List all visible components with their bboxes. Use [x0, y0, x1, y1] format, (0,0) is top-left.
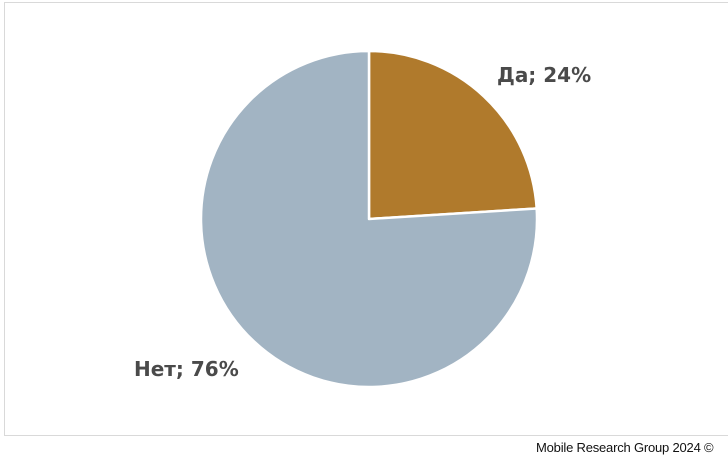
footer-credit: Mobile Research Group 2024 © — [536, 440, 714, 455]
slice-label-net: Нет; 76% — [134, 357, 239, 381]
slice-label-da: Да; 24% — [497, 63, 591, 87]
pie-slice-0 — [367, 49, 538, 221]
pie-slice-1 — [199, 49, 539, 389]
pie-slices — [199, 49, 539, 389]
